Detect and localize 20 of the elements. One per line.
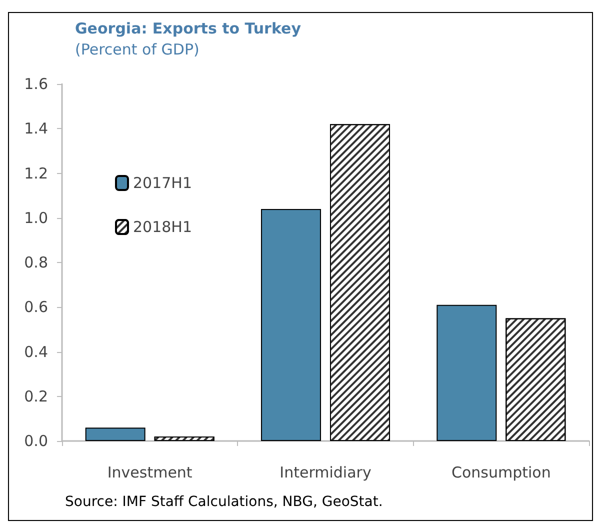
y-tick-label: 0.8 (24, 254, 48, 272)
bar (261, 208, 321, 441)
y-tick-label: 1.4 (24, 120, 48, 138)
x-tick-label: Consumption (451, 464, 551, 482)
bar (85, 428, 146, 441)
x-tick-label: Intermidiary (280, 464, 372, 482)
text: 0.0 (24, 432, 48, 450)
chart-title: Georgia: Exports to Turkey (75, 20, 302, 38)
bar (436, 304, 497, 441)
y-tick-label: 0.2 (24, 387, 48, 406)
text: 1.0 (24, 208, 48, 227)
y-tick-label: 0.6 (24, 298, 48, 316)
legend-label: 2017H1 (133, 174, 192, 192)
legend-label: 2018H1 (133, 218, 192, 236)
source-note: Source: IMF Staff Calculations, NBG, GeoStat. (65, 494, 383, 510)
chart-subtitle: (Percent of GDP) (75, 40, 200, 58)
y-tick-label: 1.2 (24, 164, 48, 182)
x-tick-label: Investment (107, 464, 192, 482)
y-tick-label: 0.4 (24, 342, 48, 361)
y-tick-label: 1.6 (24, 75, 48, 93)
